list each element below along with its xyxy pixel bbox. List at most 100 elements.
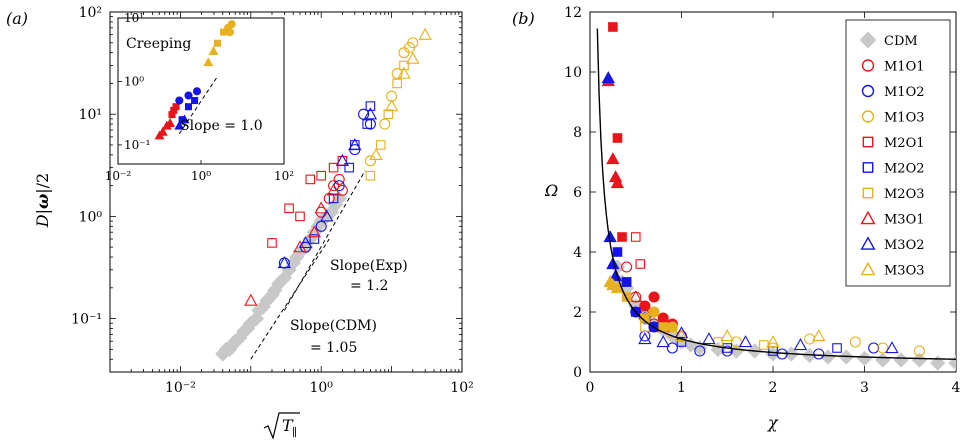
data-point-m1o1 [648,291,660,303]
inset-slope-label: Slope = 1.0 [180,118,263,134]
data-point-m2o1 [295,211,305,222]
inset-data-point [165,118,176,127]
data-point-m1o3 [391,67,403,80]
legend-label-m3o2: M3O2 [884,238,925,253]
y-tick-label: 8 [573,125,582,141]
data-point-m3o3 [397,66,411,79]
x-tick-label: 10⁰ [309,380,333,396]
data-point-m1o2 [813,348,825,360]
legend-label-cdm: CDM [884,34,918,49]
data-point-m1o3 [407,37,419,49]
legend-marker-cdm [859,31,877,49]
data-point-m1o3 [849,336,861,348]
reference-line [250,238,330,360]
inset-data-point [174,120,185,130]
data-point-m1o1 [621,261,633,273]
data-point-m1o3 [804,333,816,345]
x-tick-label: 4 [952,380,961,396]
reference-line [283,170,366,311]
data-point-m1o3 [877,342,889,354]
slope-cdm-value: = 1.05 [310,340,357,356]
data-point-m3o2 [277,256,292,269]
panel-b-fit-curve [596,28,956,360]
inset-reference-line [178,76,218,135]
panel-a-ticks: 10⁻² 10⁰ 10² 10⁻¹ 10⁰ 10¹ 10² [71,5,474,396]
data-point-m3o1 [314,201,328,214]
data-point-m2o2 [365,101,376,111]
panel-b-xlabel: χ [767,413,779,432]
data-point-m3o1 [244,293,258,306]
x-tick-label: 10⁻² [165,380,196,396]
data-point-cdm [893,352,909,368]
y-tick-label: 10² [79,5,102,21]
legend-marker-m1o3 [861,110,875,123]
inset-data-point [213,39,222,47]
data-point-m2o2 [362,119,372,129]
data-point-m3o2 [638,332,652,345]
legend-marker-m2o1 [862,136,874,148]
data-point-m1o2 [358,108,370,120]
data-point-m2o3 [621,292,632,302]
data-point-m2o2 [612,247,623,257]
legend-marker-m3o1 [860,210,876,225]
data-point-m2o1 [635,259,646,269]
y-tick-label: 12 [564,5,582,21]
data-point-m2o1 [630,232,641,242]
inset-x-tick-label: 10⁻² [105,169,132,183]
data-point-m3o2 [335,153,350,166]
inset-data-point [175,96,184,105]
legend: CDM M1O1 M1O2 M1O3 M2O1 M2O2 M2O3 M3O1 M3O2 M3O3 [845,19,951,287]
inset-data-point [225,28,235,37]
data-point-m1o3 [666,321,678,333]
y-tick-label: 6 [573,185,582,201]
slope-cdm-label: Slope(CDM) [290,318,377,334]
legend-label-m1o3: M1O3 [884,111,925,126]
inset-data-point [179,114,190,124]
data-point-m2o1 [284,203,294,214]
inset-data-point [227,20,236,29]
data-point-m3o2 [674,326,689,339]
panel-a-xlabel: T ∥ [263,412,300,440]
svg-text:T: T [282,416,294,435]
data-point-m1o1 [328,180,340,192]
data-point-m3o2 [656,335,670,348]
legend-marker-m3o2 [860,236,876,250]
inset-data-point [208,46,219,55]
data-point-m2o3 [658,322,669,332]
data-point-m1o3 [364,155,376,167]
fit-curve [596,28,956,360]
panel-a-ylabel: D|ω|/2 [33,173,52,228]
inset-data-point [192,87,202,96]
data-point-m3o3 [610,281,625,294]
panel-a: (a) 10⁻² 10⁰ 10² 10⁻¹ 10⁰ 10¹ 10² Slope(Exp) =… [6,5,474,440]
data-point-m2o2 [621,277,632,287]
data-point-m3o1 [610,176,625,189]
data-point-m3o3 [674,329,689,342]
inset-ticks: 10⁻² 10⁰ 10² 10⁻¹ 10⁰ 10¹ [105,11,294,183]
data-point-m2o1 [316,170,327,181]
legend-label-m3o1: M3O1 [884,213,925,228]
inset-data-point [172,103,180,111]
y-tick-label: 10¹ [79,107,102,123]
y-tick-label: 10⁰ [79,209,103,225]
legend-label-m1o1: M1O1 [884,60,925,75]
data-point-m2o1 [267,238,277,248]
data-point-m3o1 [326,183,341,196]
legend-marker-m2o2 [862,162,874,173]
panel-a-points [215,27,432,362]
data-point-cdm [875,352,891,368]
legend-box [845,19,951,287]
data-point-m3o1 [629,290,643,303]
data-point-m2o2 [344,162,355,173]
inset-y-tick-label: 10⁰ [124,74,144,88]
panel-a-axes-frame [109,11,463,373]
data-point-cdm [948,355,956,371]
legend-marker-m3o3 [860,261,876,276]
inset-data-point [157,126,168,136]
data-point-m1o3 [398,47,410,59]
panel-a-label: (a) [6,9,28,28]
x-tick-label: 3 [860,380,869,396]
data-point-m3o1 [606,152,620,165]
